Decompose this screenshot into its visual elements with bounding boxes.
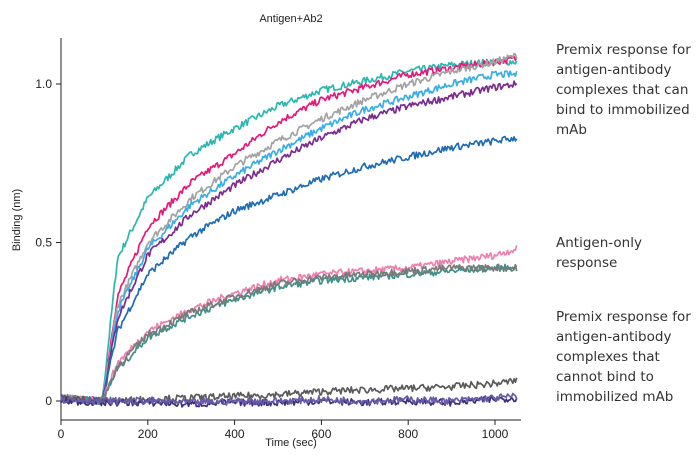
x-axis-title: Time (sec) bbox=[265, 437, 317, 449]
series-line-binding-4 bbox=[60, 70, 518, 404]
series-line-antigen-7 bbox=[60, 245, 518, 405]
series-line-nonbinding-10 bbox=[60, 377, 518, 405]
x-tick-label: 1000 bbox=[482, 427, 509, 441]
x-tick-label: 600 bbox=[311, 427, 331, 441]
series-line-binding-2 bbox=[60, 55, 518, 405]
x-tick-label: 800 bbox=[398, 427, 418, 441]
annotation-nonbinding-premix: Premix response for antigen-antibody com… bbox=[556, 309, 691, 405]
series-line-antigen-9 bbox=[61, 263, 518, 404]
chart-title: Antigen+Ab2 bbox=[259, 13, 322, 25]
series-line-binding-6 bbox=[60, 135, 518, 405]
axes: 0 200 400 600 800 1000 0 0.5 1.0 bbox=[35, 38, 521, 441]
annotation-antigen-only: Antigen-only response bbox=[556, 235, 642, 271]
annotation-binding-premix: Premix response for antigen-antibody com… bbox=[556, 42, 691, 138]
x-tick-label: 200 bbox=[138, 427, 158, 441]
x-tick-label: 400 bbox=[225, 427, 245, 441]
series-line-binding-5 bbox=[60, 80, 518, 405]
y-tick-label: 0.5 bbox=[35, 236, 52, 250]
series-line-nonbinding-12 bbox=[60, 392, 518, 406]
y-axis-title: Binding (nm) bbox=[11, 189, 23, 251]
y-tick-label: 1.0 bbox=[35, 77, 52, 91]
series-line-binding-1 bbox=[60, 57, 518, 404]
x-tick-label: 0 bbox=[58, 427, 65, 441]
series-layer bbox=[60, 52, 518, 408]
y-tick-label: 0 bbox=[45, 394, 52, 408]
